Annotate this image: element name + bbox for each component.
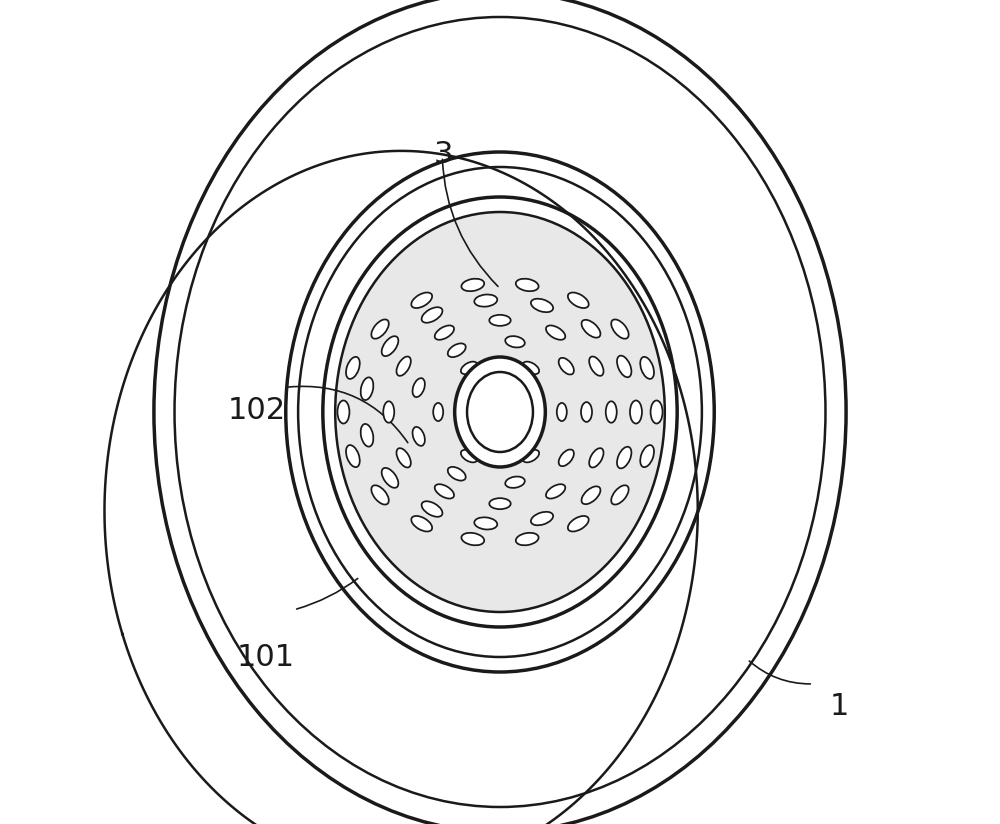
- Ellipse shape: [448, 344, 466, 357]
- Ellipse shape: [489, 315, 511, 325]
- Ellipse shape: [383, 401, 394, 423]
- Ellipse shape: [617, 447, 631, 468]
- Ellipse shape: [435, 325, 454, 339]
- Ellipse shape: [581, 402, 592, 422]
- Ellipse shape: [640, 445, 654, 467]
- Ellipse shape: [568, 293, 589, 308]
- Ellipse shape: [461, 450, 477, 462]
- Ellipse shape: [411, 293, 432, 308]
- Ellipse shape: [455, 357, 545, 467]
- Ellipse shape: [531, 299, 553, 312]
- Ellipse shape: [335, 212, 665, 612]
- Ellipse shape: [413, 427, 425, 446]
- Ellipse shape: [435, 485, 454, 499]
- Ellipse shape: [396, 448, 411, 467]
- Ellipse shape: [461, 533, 484, 545]
- Ellipse shape: [371, 320, 389, 339]
- Ellipse shape: [361, 377, 373, 400]
- Text: 102: 102: [228, 396, 286, 424]
- Ellipse shape: [337, 400, 349, 424]
- Ellipse shape: [611, 320, 629, 339]
- Ellipse shape: [346, 445, 360, 467]
- Ellipse shape: [448, 467, 466, 480]
- Ellipse shape: [346, 357, 360, 379]
- Ellipse shape: [433, 403, 443, 421]
- Ellipse shape: [582, 320, 600, 338]
- Ellipse shape: [489, 499, 511, 509]
- Ellipse shape: [474, 294, 497, 307]
- Ellipse shape: [474, 517, 497, 530]
- Ellipse shape: [411, 516, 432, 531]
- Ellipse shape: [589, 357, 604, 376]
- Ellipse shape: [371, 485, 389, 504]
- Text: 1: 1: [830, 692, 849, 721]
- Text: 3: 3: [434, 140, 454, 169]
- Ellipse shape: [589, 448, 604, 467]
- Ellipse shape: [630, 400, 642, 424]
- Ellipse shape: [559, 358, 574, 375]
- Ellipse shape: [546, 325, 565, 339]
- Ellipse shape: [523, 362, 539, 374]
- Ellipse shape: [467, 372, 533, 452]
- Ellipse shape: [396, 357, 411, 376]
- Ellipse shape: [505, 336, 525, 348]
- Ellipse shape: [422, 501, 442, 517]
- Ellipse shape: [422, 307, 442, 323]
- Ellipse shape: [611, 485, 629, 504]
- Ellipse shape: [651, 400, 663, 424]
- Ellipse shape: [382, 468, 398, 488]
- Ellipse shape: [361, 424, 373, 447]
- Ellipse shape: [582, 486, 600, 504]
- Ellipse shape: [382, 336, 398, 356]
- Ellipse shape: [461, 279, 484, 291]
- Ellipse shape: [461, 362, 477, 374]
- Ellipse shape: [523, 450, 539, 462]
- Ellipse shape: [617, 356, 631, 377]
- Text: 101: 101: [236, 643, 294, 672]
- Ellipse shape: [559, 449, 574, 466]
- Ellipse shape: [505, 476, 525, 488]
- Ellipse shape: [546, 485, 565, 499]
- Ellipse shape: [640, 357, 654, 379]
- Ellipse shape: [568, 516, 589, 531]
- Ellipse shape: [413, 378, 425, 397]
- Ellipse shape: [516, 279, 539, 291]
- Ellipse shape: [516, 533, 539, 545]
- Ellipse shape: [557, 403, 567, 421]
- Ellipse shape: [531, 512, 553, 525]
- Ellipse shape: [606, 401, 617, 423]
